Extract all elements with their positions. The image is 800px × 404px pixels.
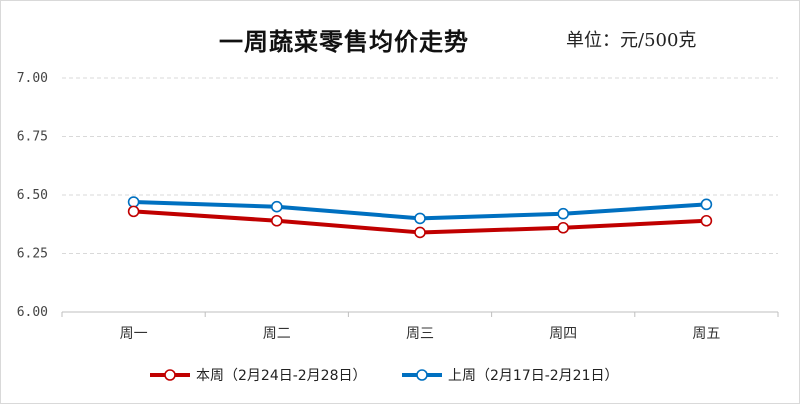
legend-label: 本周（2月24日-2月28日） <box>196 368 367 384</box>
series-lines <box>127 196 713 239</box>
data-point <box>127 196 140 208</box>
y-axis-ticks: 6.00 6.25 6.50 6.75 7.00 <box>17 71 48 320</box>
unit-label: 单位：元/500克 <box>566 30 697 51</box>
data-point <box>270 200 283 213</box>
data-point <box>557 221 570 234</box>
legend-label: 上周（2月17日-2月21日） <box>448 368 619 384</box>
grid-lines <box>62 77 778 254</box>
legend-swatch-marker <box>416 369 428 381</box>
data-point <box>414 226 426 239</box>
x-category-label: 周五 <box>692 326 720 342</box>
legend-swatch-marker <box>164 369 176 381</box>
legend: 本周（2月24日-2月28日） 上周（2月17日-2月21日） <box>150 368 619 384</box>
x-category-label: 周一 <box>120 326 148 342</box>
x-category-label: 周二 <box>263 326 291 342</box>
y-tick-label: 6.00 <box>17 305 48 320</box>
data-point <box>270 214 283 227</box>
data-point <box>127 205 140 218</box>
data-point <box>557 207 570 220</box>
data-point <box>700 214 713 227</box>
x-category-label: 周四 <box>549 326 577 342</box>
y-tick-label: 6.50 <box>17 188 48 203</box>
x-axis: 周一 周二 周三 周四 周五 <box>61 311 779 342</box>
y-tick-label: 6.75 <box>17 130 48 145</box>
y-tick-label: 6.25 <box>17 247 48 262</box>
data-point <box>700 198 713 211</box>
chart-title: 一周蔬菜零售均价走势 <box>219 27 469 56</box>
x-category-label: 周三 <box>406 326 434 342</box>
y-tick-label: 7.00 <box>17 71 48 86</box>
data-point <box>414 212 426 225</box>
